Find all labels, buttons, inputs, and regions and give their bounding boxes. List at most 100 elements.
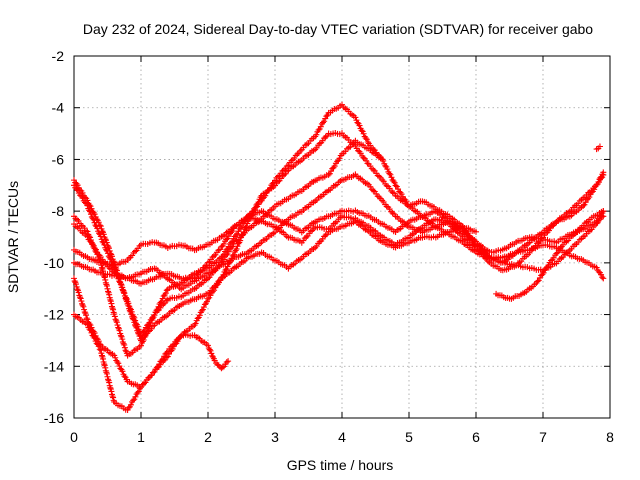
data-point-marker xyxy=(111,261,118,268)
data-point-marker xyxy=(75,289,82,296)
data-point-marker xyxy=(95,343,102,350)
data-point-marker xyxy=(331,163,338,170)
x-tick-label: 7 xyxy=(539,429,547,445)
series-track-6 xyxy=(71,101,386,359)
data-point-marker xyxy=(107,296,114,303)
data-point-marker xyxy=(97,259,104,266)
series-track-8 xyxy=(71,311,232,413)
data-point-marker xyxy=(356,122,363,129)
data-point-marker xyxy=(392,182,399,189)
x-tick-labels: 0 1 2 3 4 5 6 7 8 xyxy=(70,429,614,445)
data-point-marker xyxy=(88,329,95,336)
data-point-marker xyxy=(223,236,230,243)
chart-title: Day 232 of 2024, Sidereal Day-to-day VTE… xyxy=(83,21,593,37)
data-point-marker xyxy=(209,288,216,295)
data-point-marker xyxy=(595,179,602,186)
data-point-marker xyxy=(120,340,127,347)
data-point-marker xyxy=(274,178,281,185)
data-point-marker xyxy=(126,307,133,314)
data-point-marker xyxy=(111,313,118,320)
data-point-marker xyxy=(144,328,151,335)
data-point-marker xyxy=(149,315,156,322)
data-point-marker xyxy=(105,245,112,252)
data-point-marker xyxy=(125,302,132,309)
data-point-marker xyxy=(364,160,371,167)
data-point-marker xyxy=(95,219,102,226)
data-point-marker xyxy=(352,114,359,121)
data-point-marker xyxy=(580,202,587,209)
data-point-marker xyxy=(98,352,105,359)
data-point-marker xyxy=(220,241,227,248)
x-tick-label: 4 xyxy=(338,429,346,445)
series-track-9 xyxy=(493,208,607,302)
data-point-marker xyxy=(81,308,88,315)
data-point-marker xyxy=(78,298,85,305)
data-point-marker xyxy=(352,142,359,149)
data-point-marker xyxy=(363,136,370,143)
data-point-marker xyxy=(84,321,91,328)
data-point-marker xyxy=(104,285,111,292)
data-point-marker xyxy=(159,355,166,362)
data-point-marker xyxy=(80,303,87,310)
data-point-marker xyxy=(96,222,103,229)
data-point-marker xyxy=(225,358,232,365)
data-point-marker xyxy=(117,280,124,287)
data-point-marker xyxy=(229,228,236,235)
data-point-marker xyxy=(600,171,607,178)
data-point-marker xyxy=(600,208,607,215)
axis-ticks xyxy=(73,55,611,419)
y-tick-label: -6 xyxy=(52,151,65,167)
data-point-marker xyxy=(113,267,120,274)
data-point-marker xyxy=(325,171,332,178)
data-point-marker xyxy=(71,278,78,285)
data-point-marker xyxy=(322,133,329,140)
x-tick-label: 8 xyxy=(606,429,614,445)
data-point-marker xyxy=(599,274,606,281)
data-point-marker xyxy=(219,364,226,371)
x-tick-label: 5 xyxy=(405,429,413,445)
data-point-marker xyxy=(224,263,231,270)
data-point-marker xyxy=(336,155,343,162)
data-point-marker xyxy=(227,258,234,265)
data-point-marker xyxy=(99,238,106,245)
data-point-marker xyxy=(105,288,112,295)
data-point-marker xyxy=(105,376,112,383)
data-point-marker xyxy=(557,244,564,251)
x-axis-label: GPS time / hours xyxy=(287,457,394,473)
data-point-marker xyxy=(87,234,94,241)
data-point-marker xyxy=(103,370,110,377)
data-point-marker xyxy=(109,393,116,400)
data-point-marker xyxy=(121,373,128,380)
data-point-marker xyxy=(591,186,598,193)
data-point-marker xyxy=(141,327,148,334)
series-track-5 xyxy=(71,129,607,344)
data-point-marker xyxy=(382,162,389,169)
data-point-marker xyxy=(91,211,98,218)
data-point-marker xyxy=(237,237,244,244)
data-point-marker xyxy=(140,380,147,387)
data-point-marker xyxy=(86,326,93,333)
data-point-marker xyxy=(473,228,479,235)
data-point-marker xyxy=(100,231,107,238)
data-point-marker xyxy=(121,344,128,351)
data-point-marker xyxy=(600,213,607,220)
data-point-marker xyxy=(355,147,362,154)
data-point-marker xyxy=(127,401,134,408)
data-point-marker xyxy=(553,250,560,257)
data-point-marker xyxy=(84,316,91,323)
data-point-marker xyxy=(83,315,90,322)
data-point-marker xyxy=(360,154,367,161)
data-point-marker xyxy=(225,233,232,240)
data-point-marker xyxy=(157,299,164,306)
y-tick-label: -14 xyxy=(44,358,64,374)
data-point-marker xyxy=(151,368,158,375)
data-point-marker xyxy=(294,150,301,157)
data-point-marker xyxy=(389,189,396,196)
data-point-marker xyxy=(83,312,90,319)
data-point-marker xyxy=(102,276,109,283)
series-track-3 xyxy=(71,171,607,293)
data-point-marker xyxy=(225,243,232,250)
data-point-marker xyxy=(77,295,84,302)
data-point-marker xyxy=(539,271,546,278)
